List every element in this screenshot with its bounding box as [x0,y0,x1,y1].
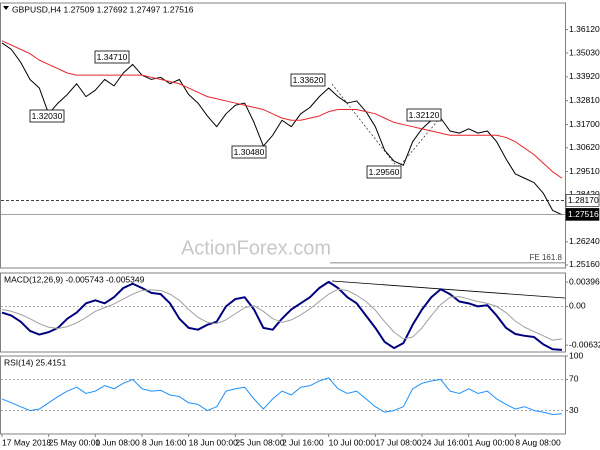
watermark: ActionForex.com [181,237,331,259]
header-icon [3,6,9,10]
price-label-box [565,208,600,221]
y-tick-label: 1.30620 [569,142,600,152]
trend-line [331,280,566,299]
panel-title: RSI(14) 25.4151 [4,357,67,367]
y-tick-label: 1.29510 [569,166,600,176]
annotation-label: 1.29560 [369,167,400,177]
annotation-box [94,50,130,64]
y-tick-label: 30 [569,405,579,415]
annotation-box [406,108,442,122]
panel-title: GBPUSD,H4 1.27509 1.27692 1.27497 1.2751… [12,4,194,14]
y-tick-label: -0.006324 [569,339,600,349]
x-tick-label: 18 Jun 00:00 [189,437,238,447]
y-tick-label: 1.36120 [569,24,600,34]
fe-label: FE 161.8 [530,253,563,262]
y-tick-label: 1.31700 [569,119,600,129]
price-label-box [565,194,600,207]
panel-title: MACD(12,26,9) -0.005743 -0.005349 [4,274,145,284]
annotation-label: 1.33620 [293,75,324,85]
swing-guide [331,83,399,169]
x-tick-label: 8 Jun 16:00 [142,437,187,447]
x-tick-label: 1 Jun 08:00 [95,437,140,447]
panel-frame [0,355,566,435]
x-tick-label: 25 May 00:00 [49,437,101,447]
annotation-box [29,109,65,123]
series-line [1,288,563,341]
x-tick-label: 8 Aug 08:00 [515,437,561,447]
panel-frame [0,2,566,269]
price-label: 1.28170 [568,195,599,205]
x-tick-label: 1 Aug 00:00 [469,437,515,447]
annotation-label: 1.34710 [97,52,128,62]
swing-guide [397,117,441,169]
y-tick-label: 1.25160 [569,259,600,269]
annotation-label: 1.32030 [32,111,63,121]
x-tick-label: 2 Jul 16:00 [282,437,324,447]
y-tick-label: 100 [569,350,583,360]
annotation-label: 1.30480 [234,147,265,157]
annotation-box [366,165,402,179]
annotation-label: 1.32120 [409,110,440,120]
series-line [1,40,563,179]
y-tick-label: 1.32810 [569,95,600,105]
x-tick-label: 17 Jul 08:00 [375,437,422,447]
x-tick-label: 17 May 2018 [2,437,51,447]
y-tick-label: 70 [569,374,579,384]
y-tick-label: 0.00 [569,301,586,311]
x-tick-label: 25 Jun 08:00 [235,437,284,447]
series-line [1,42,563,216]
series-line [1,280,563,351]
y-tick-label: 1.35030 [569,47,600,57]
y-tick-label: 1.26240 [569,236,600,246]
y-tick-label: 0.003964 [569,276,600,286]
price-label: 1.27516 [568,209,599,219]
panel-frame [0,272,566,353]
x-tick-label: 10 Jul 00:00 [329,437,376,447]
x-tick-label: 24 Jul 16:00 [422,437,469,447]
annotation-box [290,73,326,87]
series-line [1,377,563,415]
annotation-box [231,145,267,159]
y-tick-label: 1.33920 [569,71,600,81]
